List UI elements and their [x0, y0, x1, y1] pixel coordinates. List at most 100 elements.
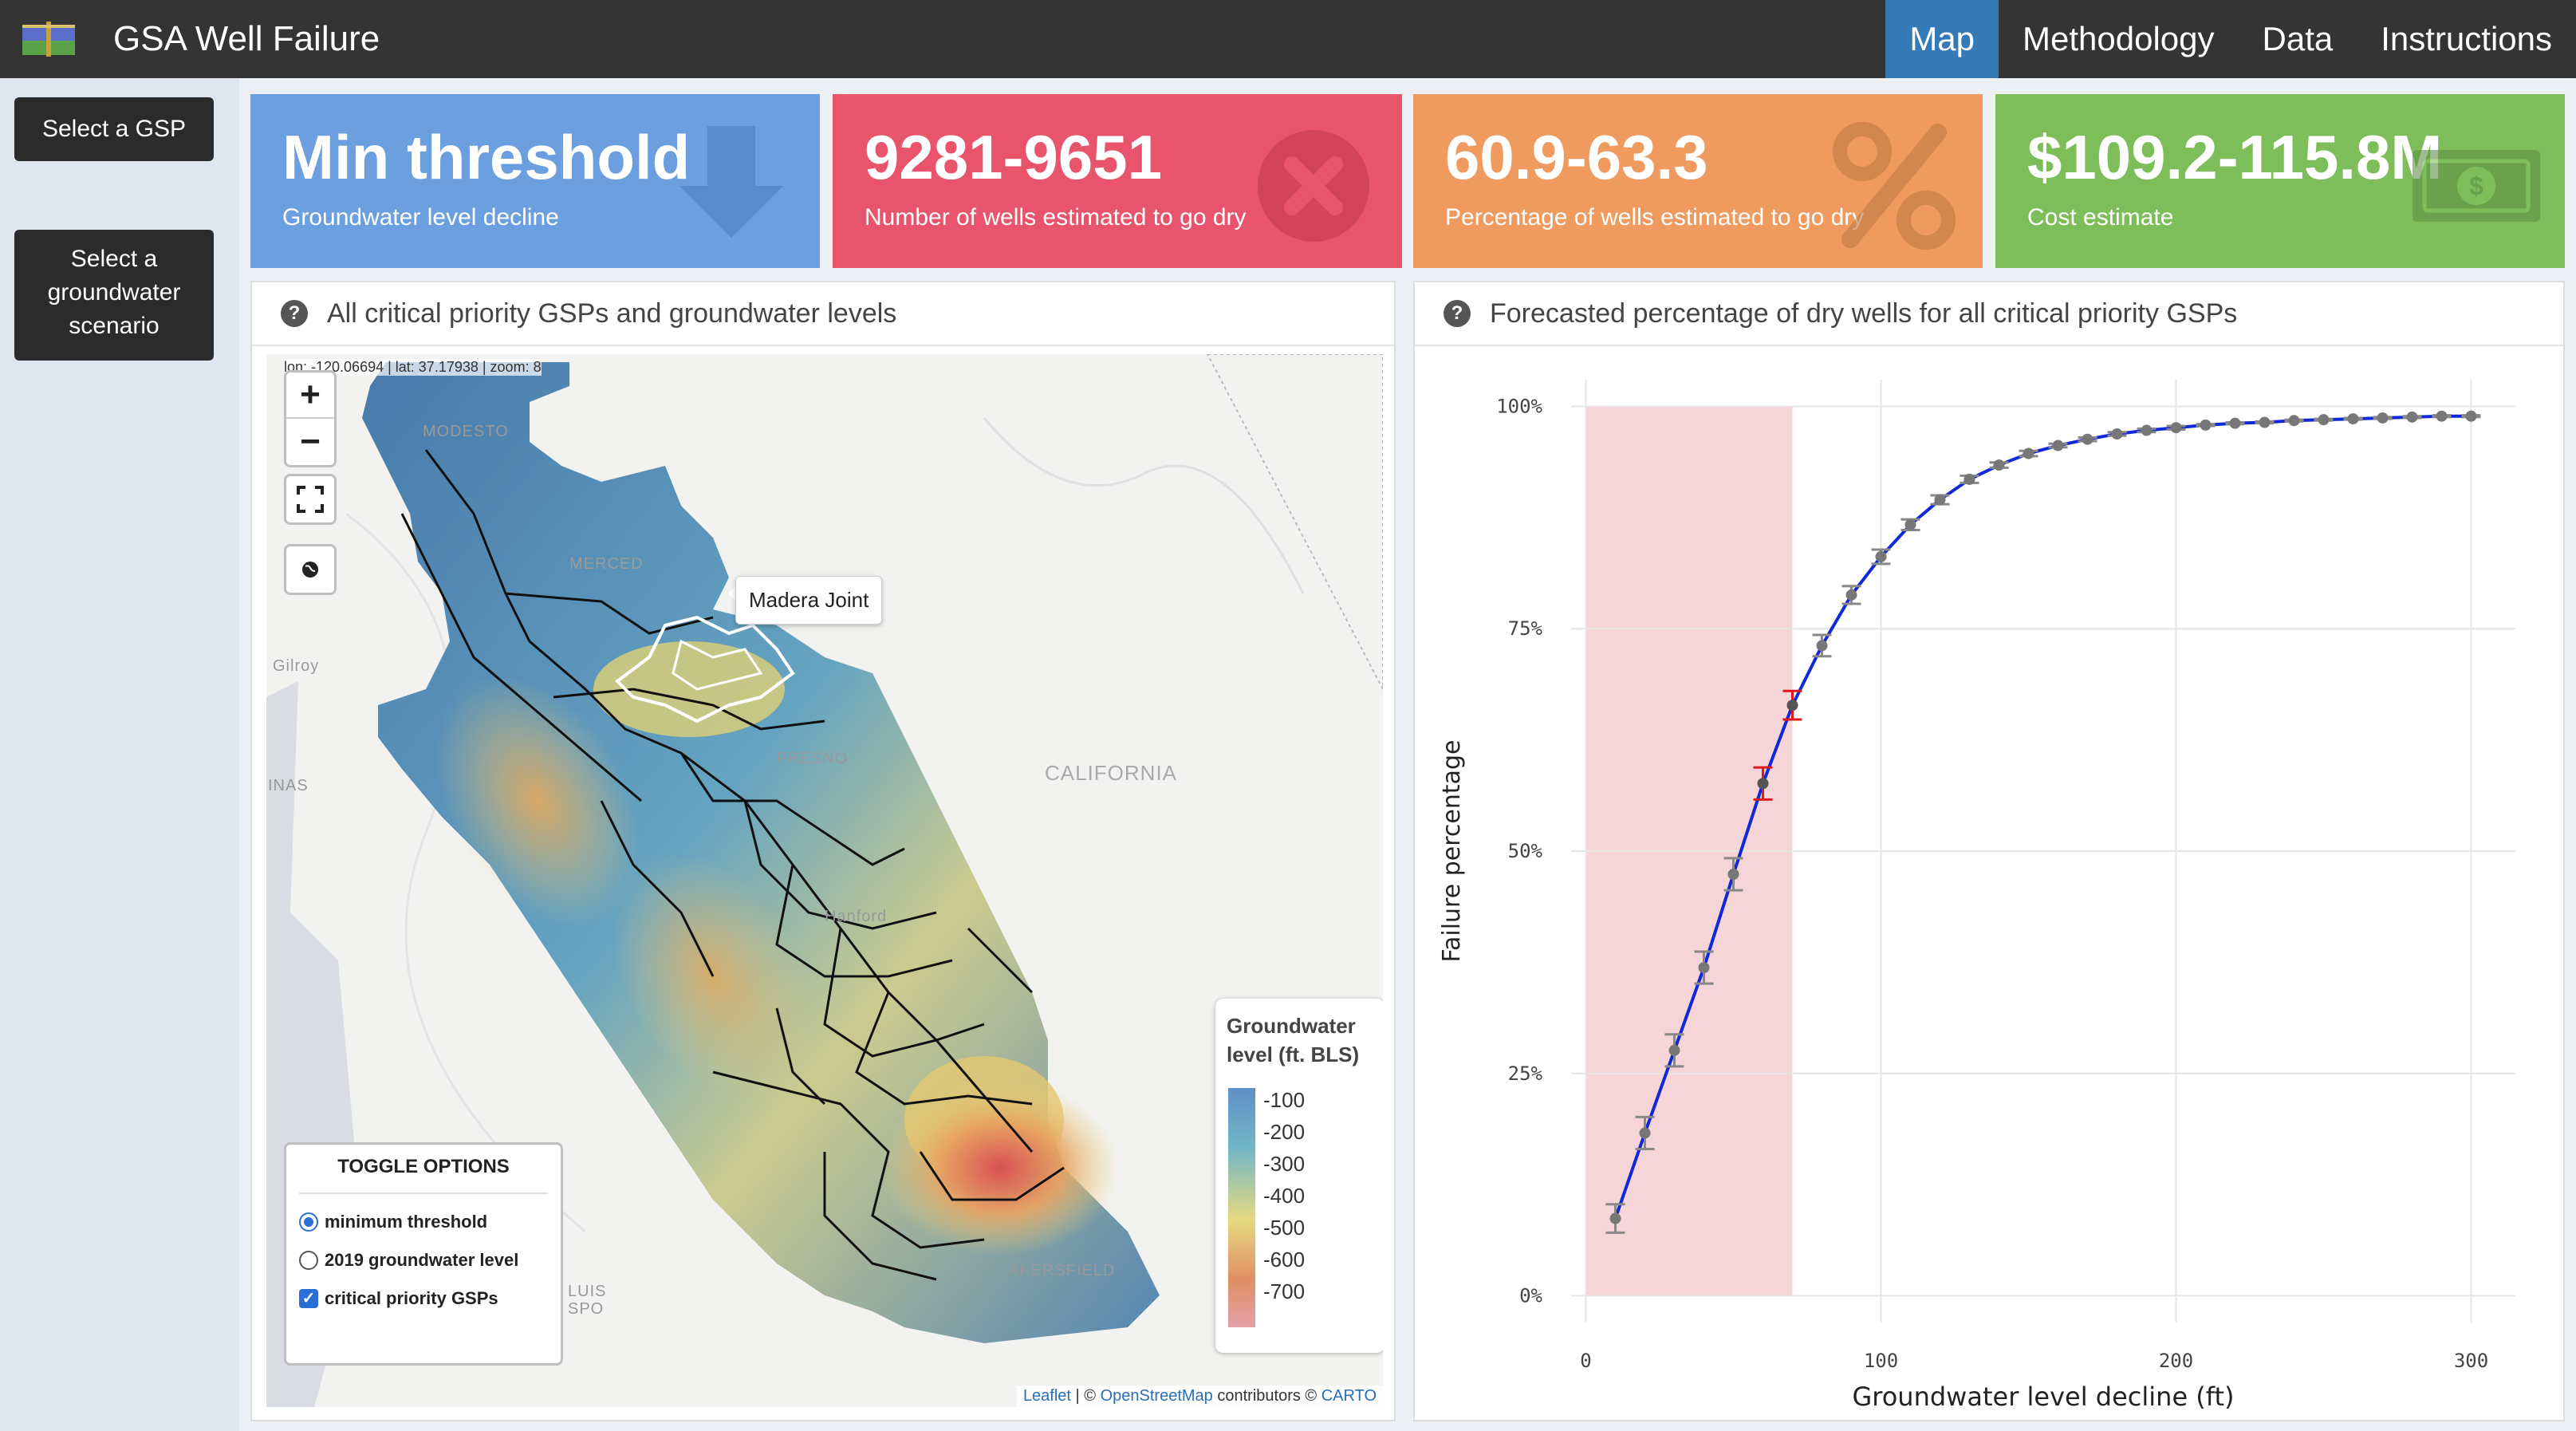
data-point [2052, 440, 2064, 451]
data-point [2377, 412, 2389, 424]
y-tick-label: 25% [1508, 1062, 1543, 1085]
legend-colorbar [1228, 1088, 1255, 1327]
leaflet-map[interactable]: lon: -120.06694 | lat: 37.17938 | zoom: … [266, 354, 1383, 1407]
chart-panel: ? Forecasted percentage of dry wells for… [1413, 281, 2565, 1421]
value-box-value: 9281-9651 [865, 122, 1163, 192]
map-panel-header: ? All critical priority GSPs and groundw… [252, 282, 1394, 346]
place-label: LUIS [568, 1283, 607, 1300]
place-label: Gilroy [273, 657, 320, 675]
place-label: AKERSFIELD [1008, 1262, 1116, 1279]
zoom-control: + − [284, 370, 337, 467]
map-attribution: Leaflet | © OpenStreetMap contributors ©… [1016, 1386, 1383, 1407]
radio-button[interactable] [299, 1212, 318, 1232]
data-point [2141, 424, 2153, 436]
value-box-wells: 9281-9651 Number of wells estimated to g… [833, 94, 1402, 268]
map-coordinates: lon: -120.06694 | lat: 37.17938 | zoom: … [284, 359, 542, 376]
toggle-options-panel: TOGGLE OPTIONS minimum threshold 2019 gr… [284, 1142, 563, 1366]
place-label: INAS [268, 777, 309, 794]
data-point [2465, 410, 2477, 422]
chart-panel-header: ? Forecasted percentage of dry wells for… [1415, 282, 2563, 346]
tab-methodology[interactable]: Methodology [2023, 20, 2215, 57]
data-point [1964, 473, 1975, 485]
chart-panel-title: Forecasted percentage of dry wells for a… [1490, 298, 2238, 329]
option-minimum-threshold[interactable]: minimum threshold [299, 1212, 548, 1232]
tab-data[interactable]: Data [2262, 20, 2334, 57]
toggle-title: TOGGLE OPTIONS [299, 1156, 548, 1194]
place-label: FRESNO [777, 750, 849, 767]
data-point [2288, 415, 2300, 427]
value-box-value: $109.2-115.8M [2027, 122, 2443, 192]
select-gsp-button[interactable]: Select a GSP [14, 97, 214, 161]
option-label: minimum threshold [325, 1212, 488, 1232]
data-point [1934, 494, 1946, 506]
x-tick-label: 300 [2454, 1350, 2488, 1372]
place-label: SPO [568, 1300, 605, 1318]
fullscreen-button[interactable] [286, 476, 334, 522]
x-axis-label: Groundwater level decline (ft) [1852, 1382, 2234, 1412]
data-point [1875, 550, 1887, 562]
x-tick-label: 0 [1580, 1350, 1591, 1372]
map-panel-title: All critical priority GSPs and groundwat… [327, 298, 897, 329]
value-box-value: 60.9-63.3 [1445, 122, 1708, 192]
zoom-out-button[interactable]: − [300, 422, 321, 461]
data-point [1904, 518, 1916, 530]
value-box-caption: Number of wells estimated to go dry [865, 204, 1247, 231]
x-tick-label: 100 [1864, 1350, 1898, 1372]
legend-tick: -600 [1263, 1248, 1306, 1271]
data-point [1993, 459, 2005, 471]
radio-button[interactable] [299, 1251, 318, 1270]
map-legend: Groundwater level (ft. BLS) -100 -200 -3… [1215, 999, 1383, 1353]
value-box-percent: 60.9-63.3 Percentage of wells estimated … [1413, 94, 1983, 268]
value-box-caption: Groundwater level decline [282, 204, 559, 231]
option-critical-gsps[interactable]: ✓ critical priority GSPs [299, 1288, 548, 1309]
carto-link[interactable]: CARTO [1321, 1387, 1377, 1405]
sidebar: Select a GSP Select a groundwater scenar… [0, 78, 239, 1431]
data-point [1845, 589, 1857, 601]
question-circle-icon[interactable]: ? [281, 300, 308, 327]
leaflet-link[interactable]: Leaflet [1022, 1387, 1071, 1405]
attribution-text: | © [1071, 1387, 1101, 1405]
question-circle-icon[interactable]: ? [1444, 300, 1471, 327]
attribution-text: contributors © [1212, 1387, 1321, 1405]
map-tooltip: Madera Joint [735, 576, 883, 625]
nav-tabs: Map Methodology Data Instructions [1885, 0, 2576, 78]
globe-button[interactable] [286, 546, 334, 593]
brand[interactable]: GSA Well Failure [21, 11, 380, 67]
arrow-down-icon [679, 126, 783, 238]
tab-instructions[interactable]: Instructions [2381, 20, 2552, 57]
data-point [2200, 419, 2212, 431]
osm-link[interactable]: OpenStreetMap [1100, 1387, 1213, 1405]
fullscreen-control [284, 474, 337, 525]
option-label: 2019 groundwater level [325, 1250, 519, 1270]
place-label: CALIFORNIA [1045, 761, 1178, 785]
data-point [1816, 640, 1828, 652]
select-scenario-button[interactable]: Select a groundwater scenario [14, 230, 214, 361]
checkbox[interactable]: ✓ [299, 1289, 318, 1308]
data-point [1786, 700, 1798, 712]
data-point [2347, 413, 2359, 425]
tab-map[interactable]: Map [1885, 0, 1999, 78]
failure-chart[interactable]: 0% 25% 50% 75% 100% 0 100 200 300 Groundwater lev… [1415, 348, 2563, 1420]
locate-control [284, 544, 337, 595]
legend-tick: -100 [1263, 1088, 1306, 1112]
data-point [2259, 416, 2271, 428]
legend-tick: -700 [1263, 1279, 1306, 1303]
data-point [2229, 417, 2241, 429]
times-circle-icon [1258, 130, 1369, 242]
data-point [2023, 447, 2034, 459]
percent-icon [1833, 122, 1956, 250]
data-point [1698, 962, 1710, 974]
expand-icon [297, 486, 324, 513]
legend-tick: -500 [1263, 1216, 1306, 1240]
top-navbar: GSA Well Failure Map Methodology Data In… [0, 0, 2576, 78]
value-box-value: Min threshold [282, 122, 691, 192]
place-label: MERCED [569, 555, 644, 573]
data-point [1727, 868, 1739, 880]
option-2019-groundwater[interactable]: 2019 groundwater level [299, 1250, 548, 1271]
y-tick-label: 0% [1519, 1285, 1542, 1307]
place-label: Hanford [825, 908, 888, 925]
y-axis-label: Failure percentage [1438, 739, 1466, 962]
zoom-in-button[interactable]: + [286, 373, 334, 419]
data-point [2170, 422, 2182, 434]
basemap [266, 354, 1383, 1407]
